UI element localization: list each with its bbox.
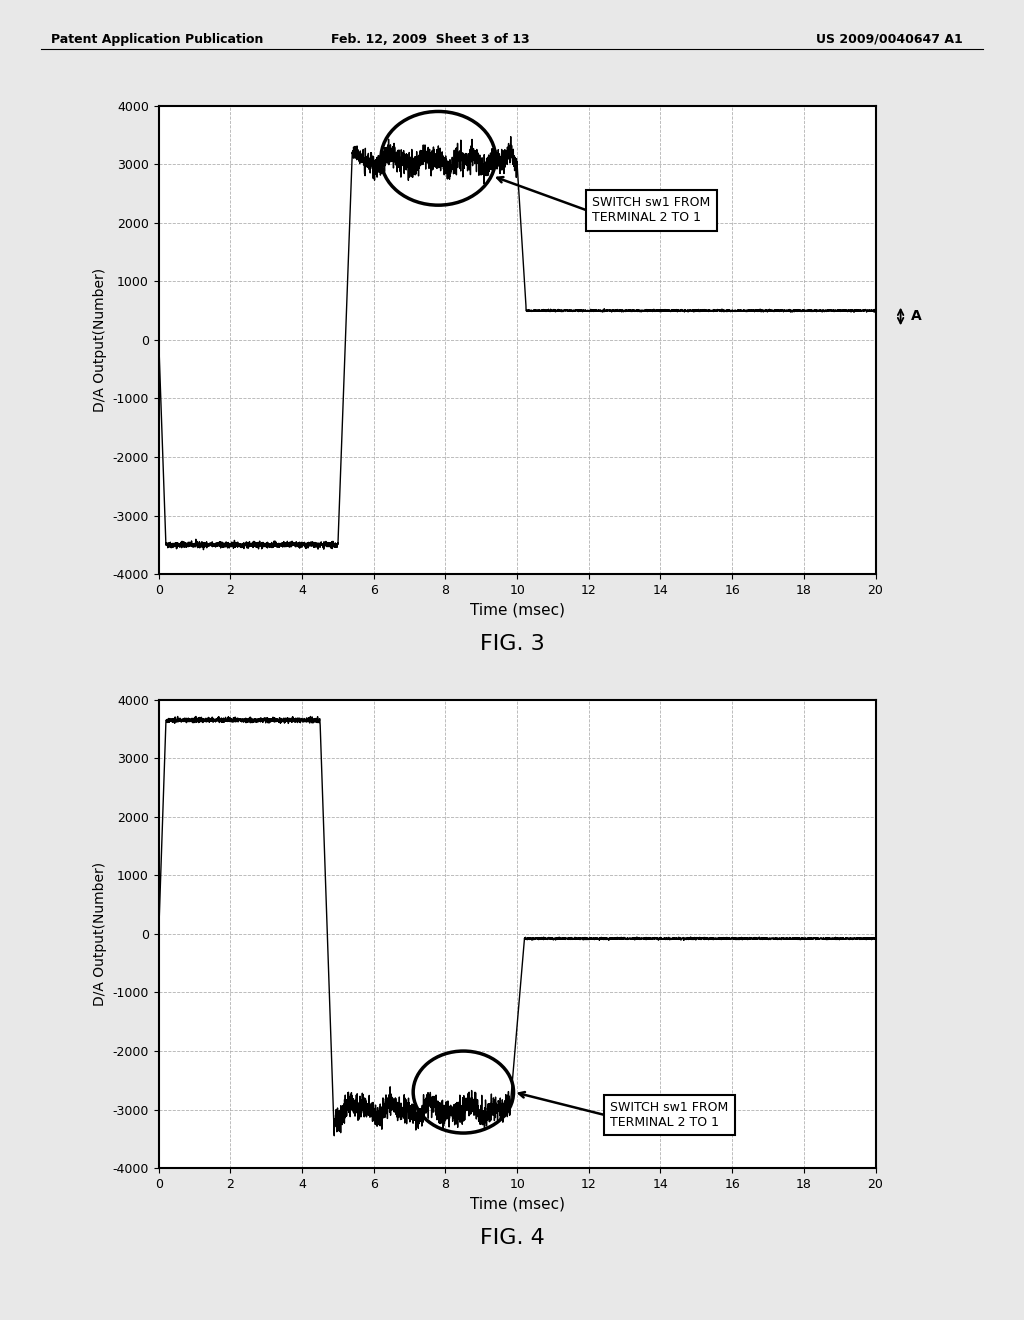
Text: SWITCH sw1 FROM
TERMINAL 2 TO 1: SWITCH sw1 FROM TERMINAL 2 TO 1	[592, 197, 711, 224]
Text: US 2009/0040647 A1: US 2009/0040647 A1	[816, 33, 963, 46]
Y-axis label: D/A Output(Number): D/A Output(Number)	[93, 862, 108, 1006]
Text: FIG. 3: FIG. 3	[479, 634, 545, 653]
X-axis label: Time (msec): Time (msec)	[470, 1196, 564, 1212]
Text: FIG. 4: FIG. 4	[479, 1228, 545, 1247]
Text: SWITCH sw1 FROM
TERMINAL 2 TO 1: SWITCH sw1 FROM TERMINAL 2 TO 1	[610, 1101, 728, 1129]
Text: Feb. 12, 2009  Sheet 3 of 13: Feb. 12, 2009 Sheet 3 of 13	[331, 33, 529, 46]
Text: A: A	[911, 309, 922, 323]
Text: Patent Application Publication: Patent Application Publication	[51, 33, 263, 46]
Y-axis label: D/A Output(Number): D/A Output(Number)	[93, 268, 108, 412]
X-axis label: Time (msec): Time (msec)	[470, 602, 564, 618]
